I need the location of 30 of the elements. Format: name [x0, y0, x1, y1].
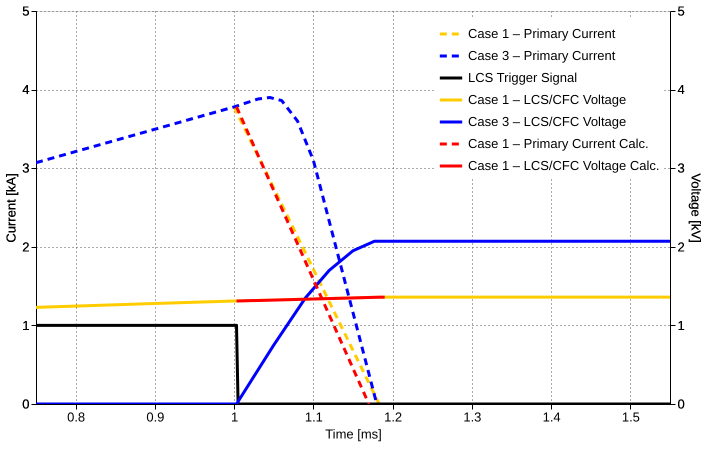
x-axis-title: Time [ms]: [325, 426, 382, 442]
legend-label: Case 1 – LCS/CFC Voltage Calc.: [468, 158, 660, 173]
y-tick-label: 3: [22, 160, 30, 176]
legend-label: Case 3 – Primary Current: [468, 48, 616, 63]
y-tick-label: 5: [22, 4, 30, 18]
x-tick-label: 1.2: [384, 410, 402, 424]
y-tick-label: 2: [22, 239, 30, 254]
x-tick-label: 1.5: [622, 410, 640, 424]
y2-axis-title: Voltage [kV]: [688, 173, 704, 243]
legend-label: LCS Trigger Signal: [468, 70, 578, 85]
y2-tick-label: 0: [678, 396, 685, 412]
y2-tick-label: 3: [678, 160, 685, 176]
x-tick-label: 1.3: [463, 410, 482, 424]
y-axis-title: Current [kA]: [3, 173, 18, 243]
legend-label: Case 3 – LCS/CFC Voltage: [468, 114, 626, 129]
x-tick-label: 0.9: [146, 410, 164, 424]
x-tick-label: 1.1: [304, 410, 323, 424]
y2-tick-label: 4: [678, 82, 685, 98]
y2-tick-label: 2: [678, 239, 685, 254]
legend-label: Case 1 – Primary Current: [468, 26, 616, 41]
y2-tick-label: 5: [678, 4, 685, 18]
legend-label: Case 1 – LCS/CFC Voltage: [468, 92, 626, 107]
x-tick-label: 0.8: [67, 410, 86, 424]
x-tick-label: 1: [231, 410, 238, 424]
legend-label: Case 1 – Primary Current Calc.: [468, 136, 649, 151]
y-tick-label: 0: [22, 396, 30, 412]
y2-tick-label: 1: [678, 318, 685, 333]
y-tick-label: 4: [22, 82, 30, 98]
y-tick-label: 1: [22, 318, 30, 333]
x-tick-label: 1.4: [542, 410, 561, 424]
